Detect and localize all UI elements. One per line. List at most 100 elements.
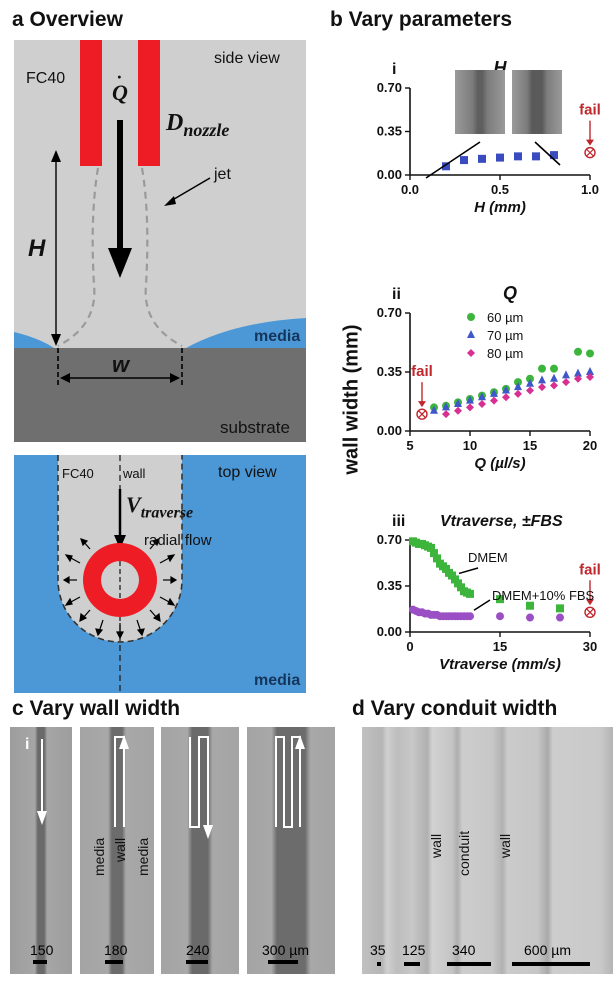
data-point	[526, 386, 534, 395]
wall-label-d1: wall	[428, 833, 444, 858]
y-tick-label: 0.70	[377, 80, 402, 95]
fail-label: fail	[411, 363, 433, 380]
q-dot: ·	[117, 67, 122, 87]
y-tick-label: 0.35	[377, 364, 402, 379]
legend-marker	[467, 349, 475, 357]
panel-a-title: a Overview	[12, 8, 123, 31]
data-point	[562, 370, 570, 379]
nozzle-wall-right	[138, 40, 160, 166]
q-label: · Q	[112, 67, 128, 105]
scale-label-c4: 300 µm	[262, 942, 309, 958]
data-point	[526, 613, 534, 622]
subplot-title: Vtraverse, ±FBS	[440, 513, 563, 530]
media-layer-left	[14, 332, 54, 348]
legend-label: DMEM	[468, 550, 508, 565]
path-arrow-c3	[189, 736, 209, 828]
y-tick-label: 0.00	[377, 423, 402, 438]
scale-label-d1: 35	[370, 942, 386, 958]
data-point	[550, 364, 558, 373]
data-point	[574, 374, 582, 383]
data-point	[466, 589, 474, 598]
data-point	[466, 403, 474, 412]
inset-arrow	[425, 141, 481, 179]
y-tick-label: 0.35	[377, 578, 402, 593]
x-axis-label: Vtraverse (mm/s)	[439, 656, 561, 673]
x-tick-label: 1.0	[581, 182, 599, 197]
legend-label: 80 µm	[487, 346, 523, 361]
y-tick-label: 0.00	[377, 624, 402, 639]
data-point	[466, 395, 474, 404]
scalebar-c1	[33, 960, 47, 964]
inset-arrow	[534, 141, 561, 166]
legend-label: DMEM+10% FBS	[492, 588, 595, 603]
fail-marker	[416, 408, 428, 420]
data-point	[433, 554, 441, 563]
scalebar-c2	[105, 960, 123, 964]
sub-label-c-i: i	[25, 736, 30, 753]
scalebar-c3	[186, 960, 208, 964]
subplot-id: ii	[392, 286, 401, 303]
data-point	[496, 595, 504, 604]
w-label: w	[112, 352, 130, 377]
data-point	[442, 162, 450, 171]
data-point	[478, 400, 486, 409]
data-point	[586, 349, 594, 358]
data-point	[556, 613, 564, 622]
fail-marker-cross	[586, 148, 594, 157]
data-point	[514, 378, 522, 387]
data-point	[526, 374, 534, 383]
x-tick-label: 0.5	[491, 182, 509, 197]
data-point	[502, 385, 510, 394]
scale-label-c2: 180	[104, 942, 128, 958]
y-tick-label: 0.35	[377, 124, 402, 139]
panel-b-title: b Vary parameters	[330, 8, 513, 31]
panel-b-plots: 0.000.350.700.0 0.5 1.0iH (mm)Hfail0.000.3…	[377, 58, 601, 673]
data-point	[430, 405, 438, 414]
y-tick-label: 0.70	[377, 305, 402, 320]
x-tick-label: 0.0	[401, 182, 419, 197]
wall-label-d2: wall	[497, 833, 513, 858]
data-point	[454, 406, 462, 415]
data-point	[460, 156, 468, 165]
top-fc40-label: FC40	[62, 466, 94, 481]
fail-marker	[584, 606, 596, 618]
jet-profile	[140, 167, 183, 347]
v-traverse-label: Vtraverse	[126, 492, 194, 522]
data-point	[586, 367, 594, 375]
data-point	[454, 399, 462, 408]
data-point	[442, 402, 450, 411]
jet-label: jet	[214, 166, 231, 183]
x-tick-label: 15	[493, 639, 507, 654]
media-label: media	[254, 328, 301, 345]
conduit-label: conduit	[456, 830, 472, 876]
data-point	[550, 381, 558, 390]
panel-c-title: c Vary wall width	[12, 697, 181, 720]
data-point	[478, 154, 486, 163]
data-point	[538, 364, 546, 373]
side-view-label: side view	[214, 50, 280, 67]
path-arrows-c	[37, 735, 305, 839]
data-point	[526, 601, 534, 610]
x-tick-label: 20	[583, 438, 597, 453]
fail-marker-cross	[418, 410, 426, 419]
x-tick-label: 0	[406, 639, 413, 654]
scale-label-d3: 340	[452, 942, 476, 958]
x-tick-label: 5	[406, 438, 413, 453]
jet-pointer	[168, 177, 211, 203]
scalebar-d3	[447, 962, 491, 966]
fail-arrowhead	[586, 599, 594, 606]
scalebar-d1	[377, 962, 381, 966]
d-nozzle-label: Dnozzle	[166, 110, 230, 140]
data-point	[532, 152, 540, 161]
scale-label-c1: 150	[30, 942, 54, 958]
data-point	[427, 543, 435, 552]
path-arrow-c2	[114, 736, 125, 827]
wall-label-c: wall	[112, 837, 128, 862]
data-point	[514, 382, 522, 391]
side-view-diagram	[14, 40, 306, 442]
x-axis-label: H (mm)	[474, 199, 526, 216]
substrate	[14, 348, 306, 442]
micrograph-d	[362, 727, 613, 974]
flow-arrowhead	[108, 248, 132, 278]
fail-arrowhead	[586, 139, 594, 146]
